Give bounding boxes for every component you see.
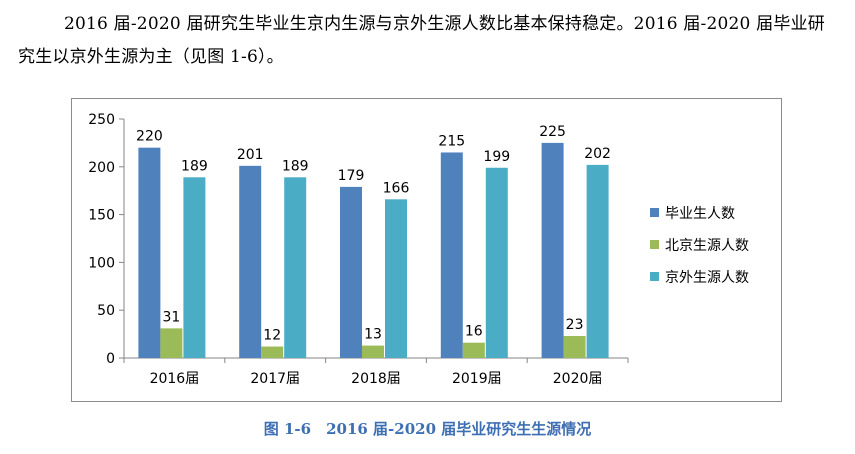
bar <box>462 342 485 358</box>
x-tick-label: 2017届 <box>250 371 300 387</box>
x-tick-label: 2018届 <box>351 371 401 387</box>
bar <box>485 167 508 358</box>
chart-container: 0 50 100 150 200 250 2016届 2017届 2018届 2019届 2020… <box>71 98 782 402</box>
data-label: 23 <box>566 317 584 333</box>
bar <box>586 164 609 358</box>
data-label: 225 <box>539 124 566 140</box>
bar <box>183 177 206 358</box>
bar <box>440 152 463 358</box>
bar <box>160 328 183 358</box>
y-tick-label: 100 <box>88 255 115 271</box>
bar <box>340 186 362 358</box>
bar <box>261 346 284 358</box>
y-tick-label: 250 <box>88 112 115 128</box>
data-label: 201 <box>237 147 264 163</box>
legend-label: 京外生源人数 <box>665 270 749 286</box>
legend-label: 北京生源人数 <box>665 238 749 254</box>
bar <box>563 336 586 358</box>
data-label: 199 <box>483 149 510 165</box>
y-tick-label: 0 <box>106 351 115 367</box>
bar <box>362 345 384 358</box>
data-label: 166 <box>383 180 410 196</box>
data-label: 202 <box>584 146 611 162</box>
legend-label: 毕业生人数 <box>665 206 735 222</box>
bar <box>385 199 407 358</box>
bar <box>138 147 161 358</box>
data-label: 13 <box>364 327 382 343</box>
legend-swatch <box>650 208 659 217</box>
data-label: 12 <box>263 328 281 344</box>
x-tick-label: 2020届 <box>553 371 603 387</box>
data-label: 189 <box>282 158 309 174</box>
data-label: 215 <box>438 133 465 149</box>
figure-caption: 图 1-6 2016 届-2020 届毕业研究生生源情况 <box>263 420 592 438</box>
y-tick-label: 150 <box>88 208 115 224</box>
data-label: 189 <box>181 158 208 174</box>
x-axis: 2016届 2017届 2018届 2019届 2020届 <box>123 357 629 387</box>
data-label: 16 <box>465 324 483 340</box>
bar <box>284 177 307 358</box>
data-label: 31 <box>162 309 180 325</box>
bars-group: 220 31 189 201 12 189 179 13 166 215 16 199 225 23 202 <box>136 124 611 358</box>
x-tick-label: 2016届 <box>150 371 200 387</box>
legend-swatch <box>650 272 659 281</box>
y-tick-label: 200 <box>88 160 115 176</box>
legend-swatch <box>650 240 659 249</box>
intro-paragraph: 2016 届-2020 届研究生毕业生京内生源与京外生源人数比基本保持稳定。20… <box>18 14 825 67</box>
y-tick-label: 50 <box>97 303 115 319</box>
bar <box>239 165 262 358</box>
bar <box>541 142 564 358</box>
y-axis: 0 50 100 150 200 250 <box>88 112 125 367</box>
data-label: 179 <box>338 168 365 184</box>
x-tick-label: 2019届 <box>452 371 502 387</box>
data-label: 220 <box>136 129 163 145</box>
